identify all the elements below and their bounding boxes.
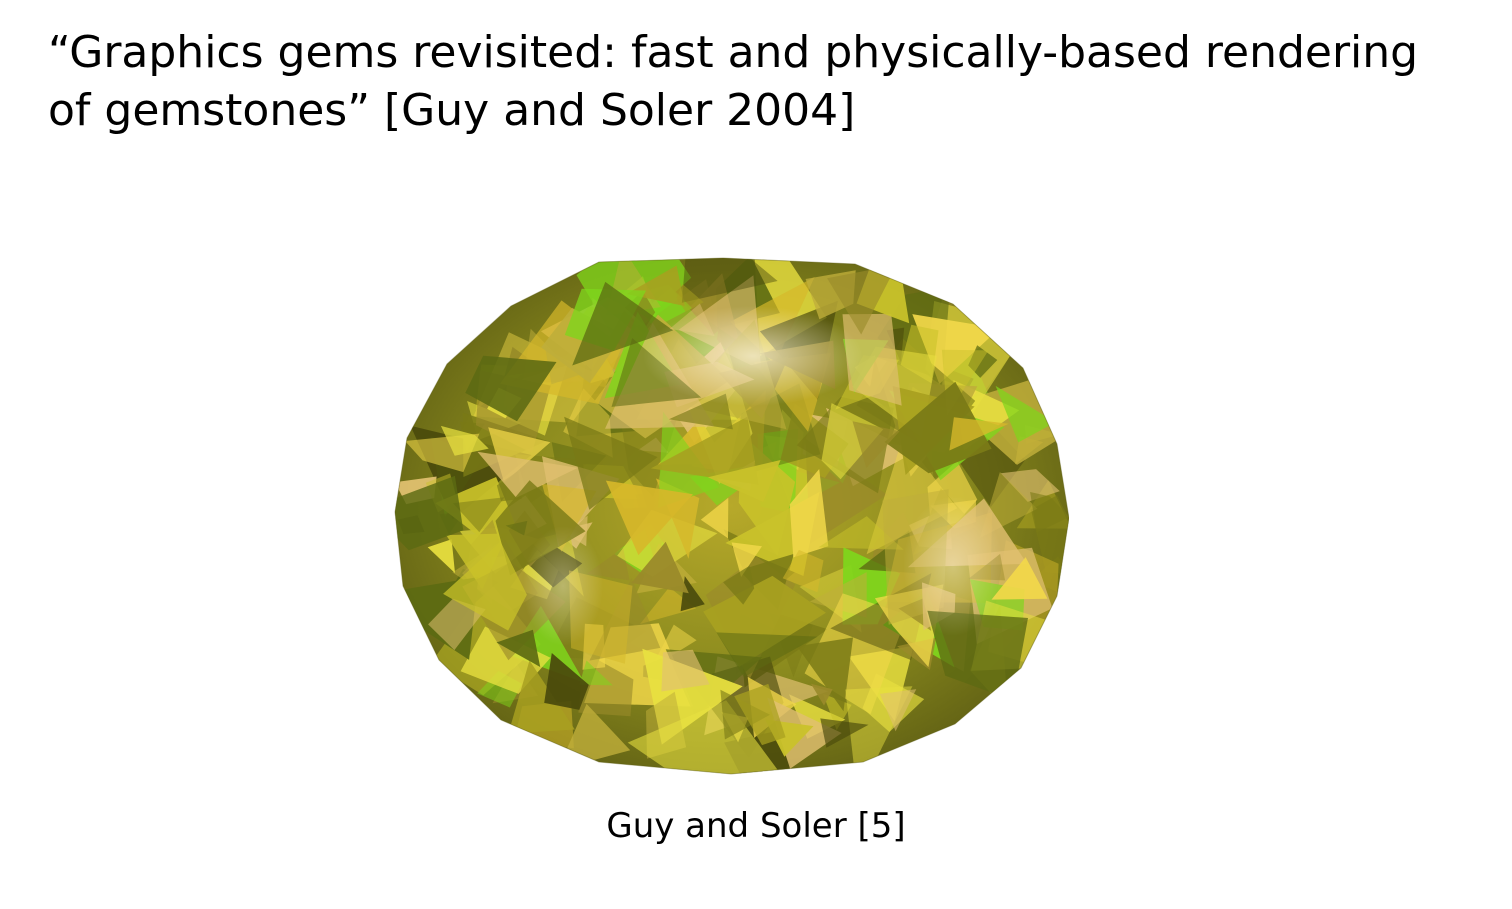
gem-facet — [544, 345, 584, 385]
gem-facet — [650, 416, 759, 485]
gem-facet — [1000, 469, 1060, 502]
gem-facet — [544, 653, 589, 710]
gem-facet — [631, 541, 689, 594]
gem-facet — [637, 437, 669, 453]
gem-facet — [508, 660, 575, 734]
gem-facet — [505, 520, 528, 536]
gem-facet — [968, 345, 998, 378]
gem-facet — [810, 683, 833, 706]
gem-facet — [716, 632, 818, 678]
gem-facet — [789, 469, 829, 558]
gem-facet — [1030, 556, 1069, 604]
gem-facet — [465, 355, 557, 422]
gem-facet — [818, 516, 904, 550]
gem-facet — [820, 718, 869, 748]
gem-facet — [707, 460, 781, 502]
gem-facet — [991, 557, 1048, 600]
gem-facet — [446, 533, 508, 590]
gem-facet — [582, 623, 606, 670]
gem-facet — [640, 587, 696, 624]
gem-facet — [731, 542, 762, 577]
gemstone-figure — [393, 256, 1069, 776]
gem-facet — [495, 480, 586, 576]
gem-facet — [496, 629, 541, 667]
gem-facet — [949, 417, 1009, 451]
gem-facet — [440, 425, 489, 456]
gem-facet — [589, 578, 661, 661]
gem-facet — [661, 649, 710, 692]
gem-facet — [508, 605, 585, 683]
gem-facet — [443, 541, 527, 631]
gem-facet — [852, 421, 900, 468]
gem-facet — [605, 480, 693, 556]
gem-facet — [680, 576, 705, 612]
gem-facet — [796, 637, 853, 712]
gem-facet — [627, 700, 787, 774]
slide-title: “Graphics gems revisited: fast and physi… — [48, 27, 1419, 136]
gem-facet — [676, 284, 704, 312]
gem-facet — [842, 313, 902, 406]
gem-facet — [723, 565, 755, 605]
gem-facet — [827, 264, 897, 335]
gem-facet — [884, 381, 992, 474]
gem-facet — [572, 281, 674, 366]
gem-facet — [579, 660, 613, 686]
gem-facet — [681, 258, 778, 303]
gem-facet — [453, 497, 505, 533]
gem-facet — [879, 689, 917, 732]
gem-facet — [700, 497, 729, 539]
gem-facet — [995, 385, 1056, 443]
gemstone-image — [394, 257, 1069, 775]
gem-facet — [395, 475, 464, 551]
gem-facet — [821, 403, 884, 480]
figure-caption: Guy and Soler [5] — [606, 806, 906, 846]
gem-facet — [1030, 492, 1069, 533]
gem-facet — [782, 549, 824, 593]
gem-facet — [734, 683, 786, 746]
gem-facet — [427, 539, 455, 574]
gem-facet — [477, 451, 578, 498]
gem-facet — [428, 598, 486, 651]
gem-facet — [564, 416, 658, 510]
